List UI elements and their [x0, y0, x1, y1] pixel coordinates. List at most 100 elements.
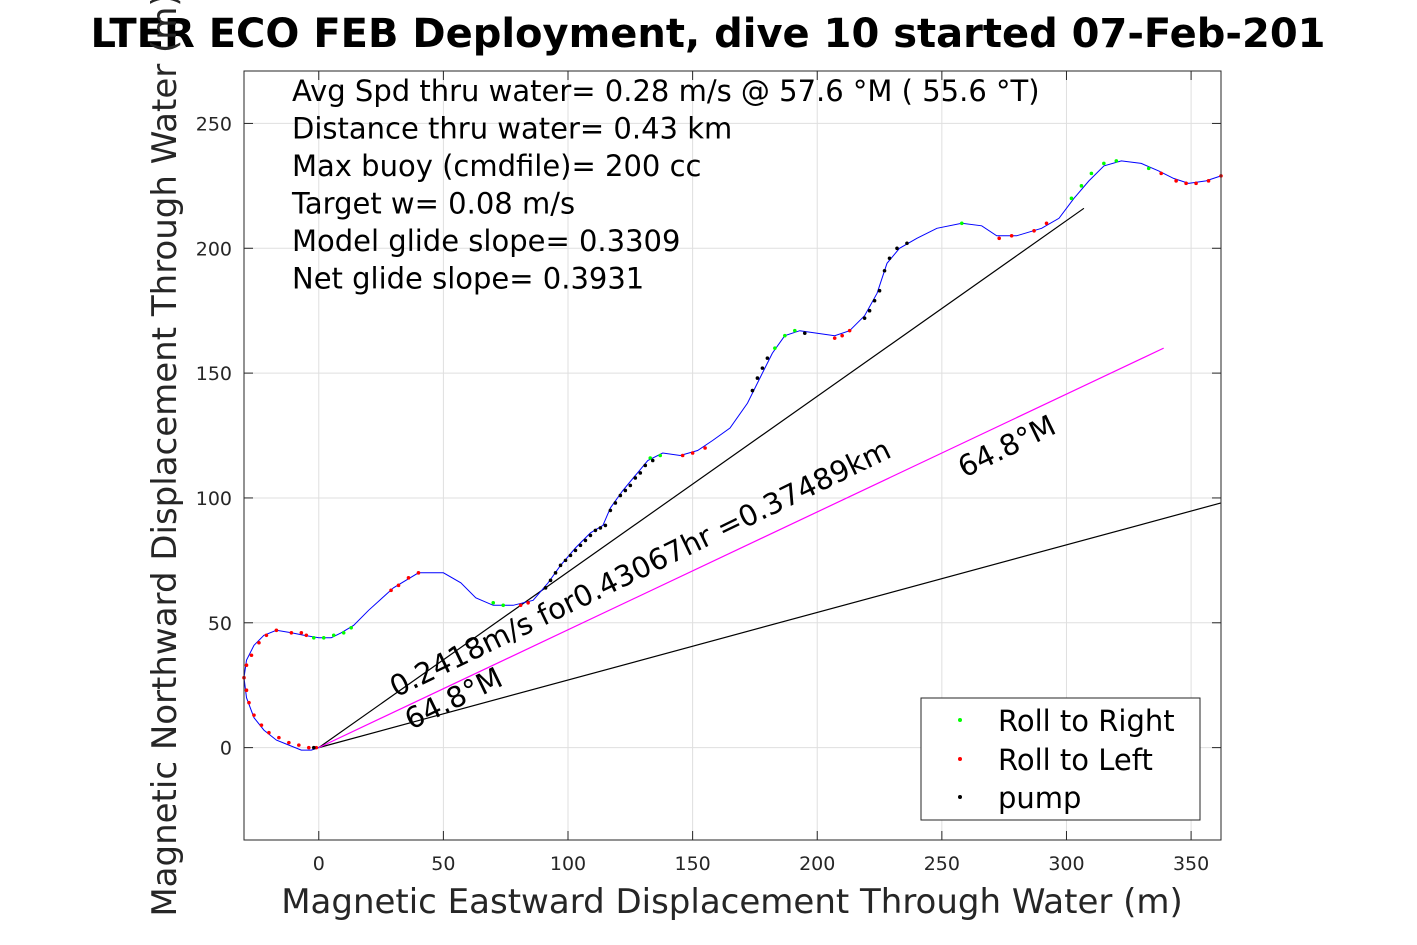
- x-tick-label: 150: [674, 853, 710, 875]
- roll-left-point: [680, 453, 685, 458]
- roll-left-point: [277, 735, 281, 740]
- roll-left-point: [1159, 171, 1163, 176]
- roll-left-point: [1206, 179, 1211, 183]
- roll-left-point: [287, 740, 291, 745]
- roll-right-point: [658, 453, 663, 458]
- roll-left-point: [267, 730, 271, 735]
- info-line: Avg Spd thru water= 0.28 m/s @ 57.6 °M (…: [292, 74, 1040, 108]
- pump-point: [593, 528, 598, 533]
- roll-right-point: [793, 328, 797, 333]
- roll-left-point: [518, 603, 523, 608]
- legend-label-roll-left: Roll to Left: [998, 743, 1153, 777]
- pump-point: [887, 256, 892, 261]
- roll-right-point: [311, 635, 316, 640]
- roll-left-point: [1032, 228, 1036, 233]
- y-tick-label: 200: [196, 238, 232, 260]
- current-line: [318, 347, 1164, 749]
- roll-right-point: [959, 221, 964, 226]
- roll-left-point: [1009, 233, 1014, 238]
- y-tick-label: 250: [196, 113, 232, 135]
- legend-box: [920, 697, 1201, 821]
- y-tick-label: 50: [208, 613, 232, 635]
- pump-point: [895, 246, 899, 251]
- roll-left-point: [416, 571, 421, 575]
- plot-area: [243, 70, 1222, 841]
- roll-right-point: [1102, 161, 1106, 166]
- roll-left-point: [389, 588, 393, 593]
- pump-point: [628, 483, 633, 488]
- pump-point: [583, 538, 588, 543]
- roll-right-point: [1069, 196, 1074, 201]
- roll-right-point: [1114, 159, 1119, 163]
- roll-right-point: [331, 633, 336, 638]
- roll-left-point: [847, 328, 852, 333]
- pump-point: [311, 745, 316, 750]
- roll-left-point: [274, 628, 279, 633]
- legend-marker-pump: [958, 795, 962, 799]
- pump-point: [867, 308, 872, 313]
- pump-point: [872, 298, 877, 303]
- roll-left-point: [406, 576, 411, 580]
- pump-point: [568, 553, 573, 558]
- info-line: Model glide slope= 0.3309: [292, 224, 680, 258]
- pump-point: [563, 558, 568, 563]
- y-axis-label: Magnetic Northward Displacement Through …: [145, 0, 185, 917]
- info-line: Distance thru water= 0.43 km: [292, 112, 732, 146]
- pump-point: [603, 523, 608, 528]
- heading-line: [318, 502, 1222, 749]
- pump-point: [558, 563, 563, 568]
- roll-right-point: [501, 603, 506, 608]
- roll-left-point: [832, 336, 837, 340]
- legend-label-roll-right: Roll to Right: [998, 704, 1175, 738]
- pump-point: [553, 571, 558, 575]
- pump-point: [802, 331, 807, 335]
- roll-right-point: [491, 601, 496, 605]
- pump-point: [543, 586, 548, 590]
- y-tick-label: 100: [196, 488, 232, 510]
- roll-left-point: [247, 700, 251, 705]
- roll-left-point: [840, 333, 844, 338]
- roll-left-point: [244, 663, 249, 668]
- roll-left-point: [259, 723, 264, 727]
- pump-point: [650, 458, 655, 463]
- track-line: [243, 160, 1222, 751]
- roll-right-point: [349, 625, 353, 630]
- pump-point: [755, 376, 760, 380]
- roll-left-point: [1174, 179, 1178, 183]
- roll-left-point: [257, 640, 261, 645]
- roll-left-point: [307, 745, 311, 750]
- pump-point: [862, 316, 867, 320]
- pump-point: [905, 241, 909, 246]
- roll-right-point: [648, 456, 653, 460]
- roll-left-point: [1184, 181, 1188, 186]
- pump-point: [633, 476, 638, 480]
- roll-right-point: [321, 635, 326, 640]
- annotation-text: 64.8°M: [952, 408, 1060, 484]
- roll-left-point: [526, 601, 530, 605]
- pump-point: [588, 533, 593, 538]
- roll-left-point: [690, 451, 695, 455]
- x-tick-label: 350: [1173, 853, 1209, 875]
- pump-point: [623, 488, 628, 493]
- roll-left-point: [244, 688, 249, 692]
- legend: Roll to Right Roll to Left pump: [920, 697, 1201, 821]
- info-line: Net glide slope= 0.3931: [292, 262, 644, 296]
- legend-label-pump: pump: [998, 781, 1081, 815]
- roll-left-point: [396, 583, 401, 588]
- roll-left-point: [304, 633, 309, 638]
- info-line: Target w= 0.08 m/s: [291, 187, 575, 221]
- pump-point: [760, 366, 765, 370]
- roll-left-point: [703, 446, 707, 450]
- roll-right-point: [341, 630, 346, 635]
- axis-ticks: 0 50 100 150 200 250 300 350 0 50 100 150 200 250: [196, 71, 1221, 875]
- pump-point: [882, 268, 887, 273]
- pump-point: [750, 388, 755, 393]
- x-tick-label: 250: [924, 853, 960, 875]
- pump-point: [765, 356, 770, 360]
- roll-left-point: [1194, 181, 1198, 186]
- roll-right-point: [1146, 166, 1151, 171]
- legend-marker-roll-left: [958, 757, 962, 761]
- pump-point: [598, 526, 603, 530]
- pump-point: [548, 578, 553, 583]
